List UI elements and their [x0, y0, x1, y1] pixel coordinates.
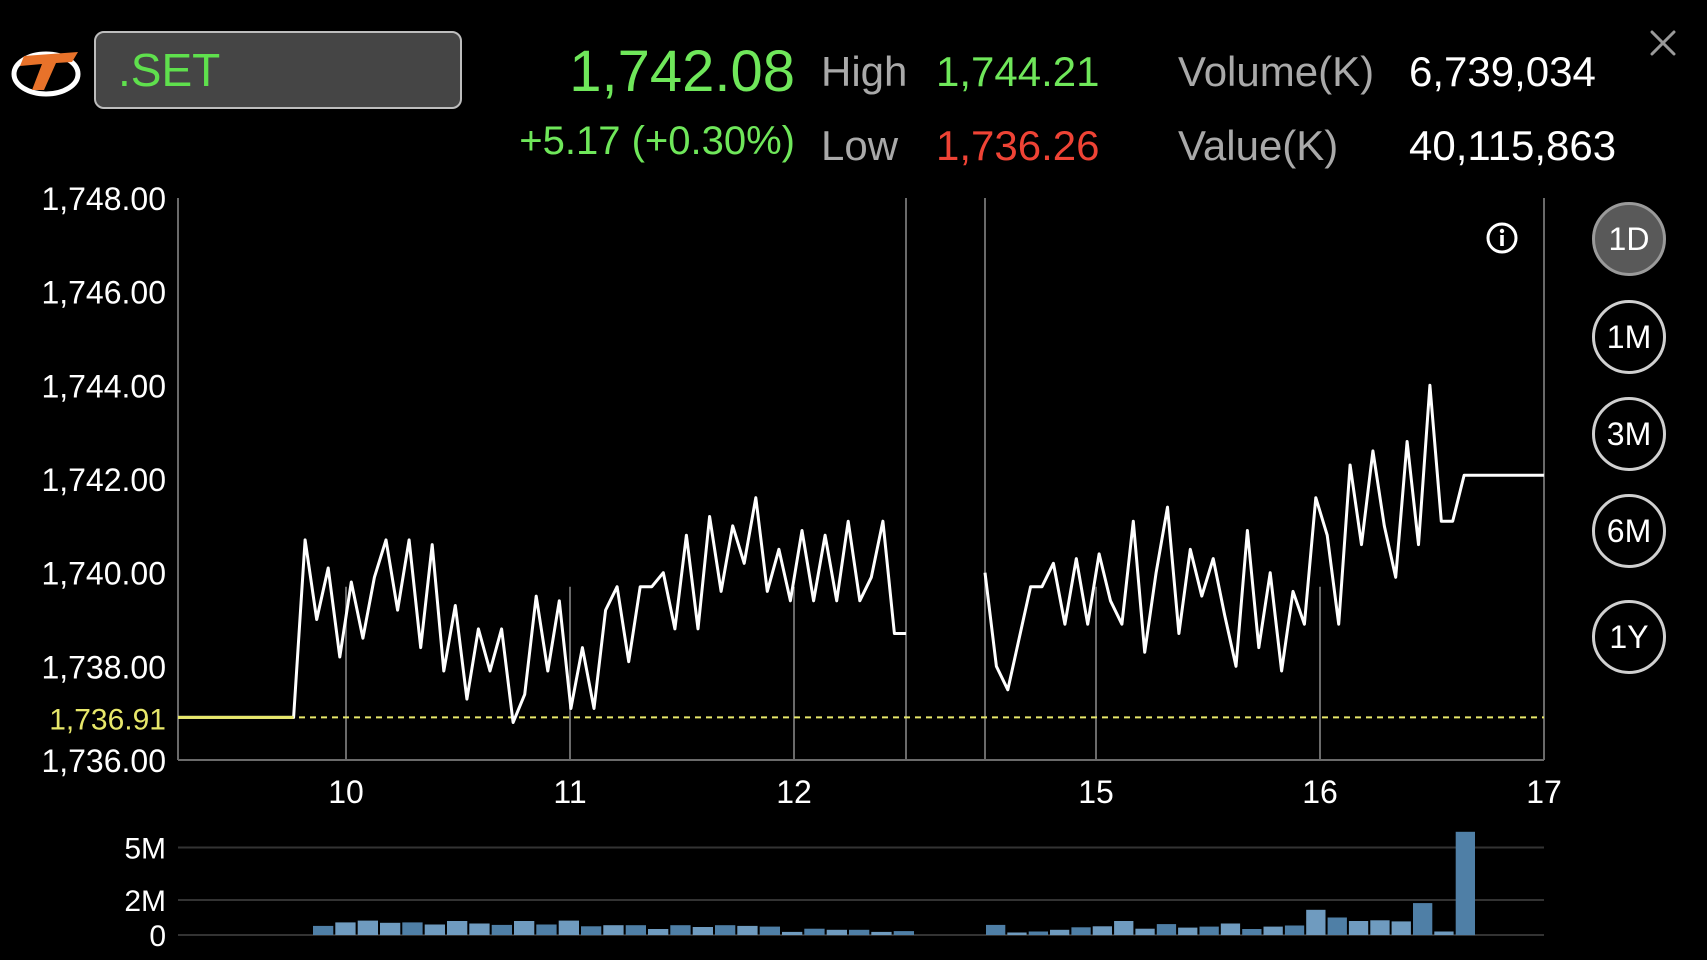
volume-bar	[1092, 926, 1112, 936]
y-tick-label: 1,748.00	[41, 181, 166, 217]
volume-bar	[759, 926, 780, 935]
previous-close-label: 1,736.91	[49, 703, 166, 736]
volume-bar	[1114, 921, 1134, 935]
volume-bar	[804, 928, 825, 935]
volume-bar	[424, 924, 445, 935]
volume-bar	[558, 920, 579, 935]
y-axis-labels: 1,748.00 1,746.00 1,744.00 1,742.00 1,740.00…	[41, 181, 166, 779]
symbol-text: .SET	[118, 44, 221, 96]
volume-bar	[313, 925, 334, 935]
price-line-session-2	[983, 383, 1544, 692]
volume-bar	[1370, 920, 1390, 935]
y-tick-label: 1,736.00	[41, 743, 166, 779]
volume-bar	[402, 922, 423, 935]
high-label: High	[821, 48, 908, 95]
volume-bar	[1327, 917, 1347, 935]
volume-bar	[737, 925, 758, 935]
y-tick-label: 1,744.00	[41, 368, 166, 404]
volume-bar	[1178, 927, 1198, 935]
volume-bar	[1284, 925, 1305, 935]
volume-bar	[648, 929, 669, 935]
volume-bar	[715, 925, 736, 935]
volume-bar	[1199, 926, 1219, 935]
volume-bar	[782, 931, 803, 935]
volume-bar	[335, 922, 356, 935]
high-value: 1,744.21	[936, 48, 1100, 95]
price-change: +5.17 (+0.30%)	[519, 119, 795, 163]
volume-bar	[826, 929, 847, 936]
y-tick-label: 1,738.00	[41, 649, 166, 685]
volume-bar	[1028, 931, 1048, 935]
price-lines	[178, 383, 1544, 724]
x-tick-label: 10	[328, 774, 364, 810]
low-label: Low	[821, 122, 899, 169]
volume-value: 6,739,034	[1409, 48, 1596, 95]
volume-bar	[581, 926, 602, 936]
volume-bar	[603, 925, 624, 935]
volume-bar	[491, 924, 512, 935]
x-tick-label: 12	[776, 774, 812, 810]
volume-tick-label: 2M	[124, 885, 166, 918]
volume-bar	[625, 925, 646, 935]
close-icon[interactable]	[1646, 26, 1680, 60]
x-axis-labels: 10 11 12 15 16 17	[328, 774, 1562, 810]
symbol-search-input[interactable]: .SET	[94, 31, 462, 109]
volume-bar	[469, 923, 490, 935]
chart-axes	[177, 198, 1545, 761]
volume-bar	[1413, 903, 1433, 935]
info-icon[interactable]	[1484, 220, 1520, 256]
volume-bar	[1306, 909, 1326, 935]
range-1d-button[interactable]: 1D	[1592, 202, 1666, 276]
volume-bar	[1007, 932, 1027, 935]
y-tick-label: 1,746.00	[41, 275, 166, 311]
volume-bar	[1434, 931, 1454, 935]
volume-bar	[1455, 831, 1475, 936]
price-line-session-1	[178, 496, 906, 724]
volume-bar	[1071, 927, 1091, 935]
volume-tick-label: 0	[149, 920, 166, 953]
range-1m-button[interactable]: 1M	[1592, 300, 1666, 374]
volume-label: Volume(K)	[1178, 48, 1375, 95]
low-value: 1,736.26	[936, 122, 1100, 169]
volume-bar	[1135, 928, 1155, 935]
brand-logo-icon	[11, 51, 81, 97]
value-value: 40,115,863	[1409, 122, 1617, 169]
volume-bar	[1050, 929, 1070, 936]
volume-bar	[692, 927, 713, 935]
x-tick-label: 16	[1302, 774, 1338, 810]
x-tick-label: 15	[1078, 774, 1114, 810]
y-tick-label: 1,740.00	[41, 556, 166, 592]
range-3m-button[interactable]: 3M	[1592, 397, 1666, 471]
range-6m-button[interactable]: 6M	[1592, 494, 1666, 568]
volume-chart: 5M 2M0	[124, 831, 1544, 953]
volume-bar	[1156, 924, 1177, 935]
volume-bar	[1242, 929, 1262, 935]
range-1y-button[interactable]: 1Y	[1592, 600, 1666, 674]
volume-bar	[849, 929, 870, 936]
y-tick-label: 1,742.00	[41, 462, 166, 498]
volume-bar	[893, 931, 914, 935]
volume-bar	[1391, 921, 1411, 935]
volume-bar	[1348, 921, 1369, 935]
last-price: 1,742.08	[569, 39, 795, 104]
volume-bar	[357, 920, 378, 935]
x-tick-label: 17	[1526, 774, 1562, 810]
volume-bar	[447, 921, 468, 935]
x-tick-label: 11	[553, 774, 586, 810]
volume-bar	[514, 921, 535, 935]
volume-bar	[380, 922, 401, 936]
volume-bar	[536, 924, 557, 935]
volume-bar	[1220, 923, 1241, 935]
volume-bar	[986, 924, 1006, 935]
volume-tick-label: 5M	[124, 833, 166, 866]
volume-bar	[871, 931, 892, 935]
value-label: Value(K)	[1178, 122, 1339, 169]
volume-bar	[1263, 926, 1283, 935]
volume-bar	[670, 925, 691, 935]
